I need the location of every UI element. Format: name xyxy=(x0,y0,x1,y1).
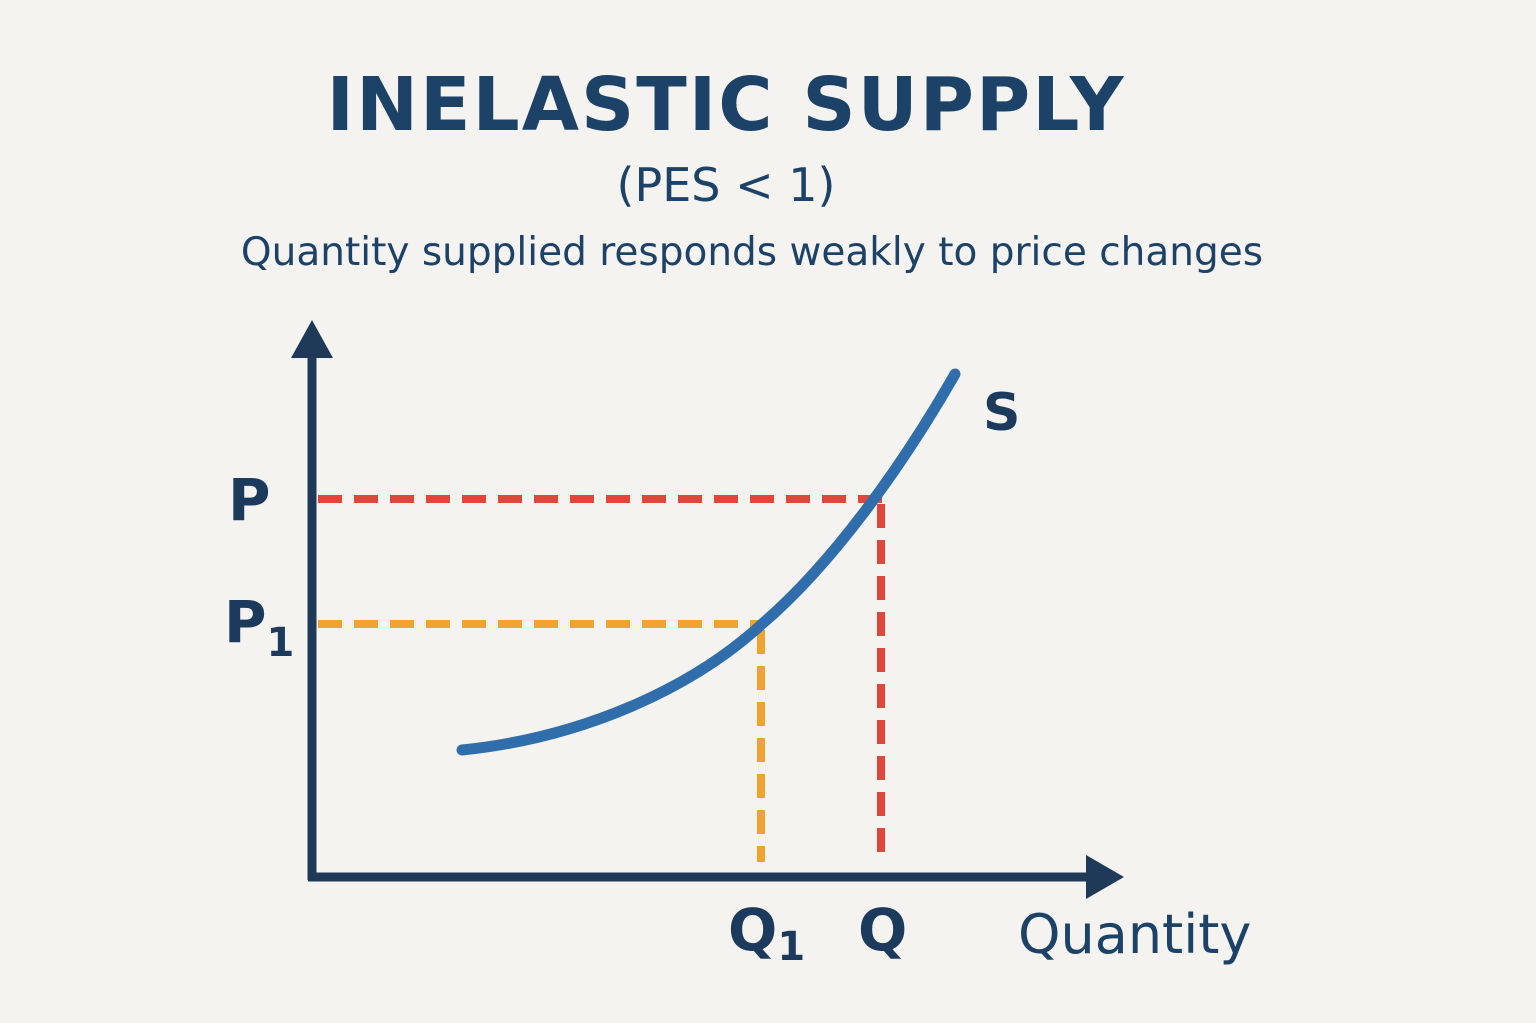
x-axis-label: Quantity xyxy=(1018,903,1251,966)
quantity-q1-base: Q xyxy=(728,896,777,964)
supply-curve-label: S xyxy=(983,383,1020,443)
price-p-label: P xyxy=(228,466,271,534)
quantity-q-label: Q xyxy=(858,896,907,964)
diagram-title: INELASTIC SUPPLY xyxy=(326,62,1126,148)
diagram-description: Quantity supplied responds weakly to pri… xyxy=(240,230,1264,275)
price-p1-base: P xyxy=(224,588,267,656)
diagram-subtitle: (PES < 1) xyxy=(616,158,836,212)
quantity-q1-label: Q1 xyxy=(728,896,805,970)
supply-curve xyxy=(456,368,961,756)
price-p1-subscript: 1 xyxy=(267,620,295,666)
price-p1-label: P1 xyxy=(224,588,294,666)
x-axis-arrow-icon xyxy=(1086,855,1124,899)
y-axis-arrow-icon xyxy=(291,320,333,358)
quantity-q1-subscript: 1 xyxy=(777,924,805,970)
